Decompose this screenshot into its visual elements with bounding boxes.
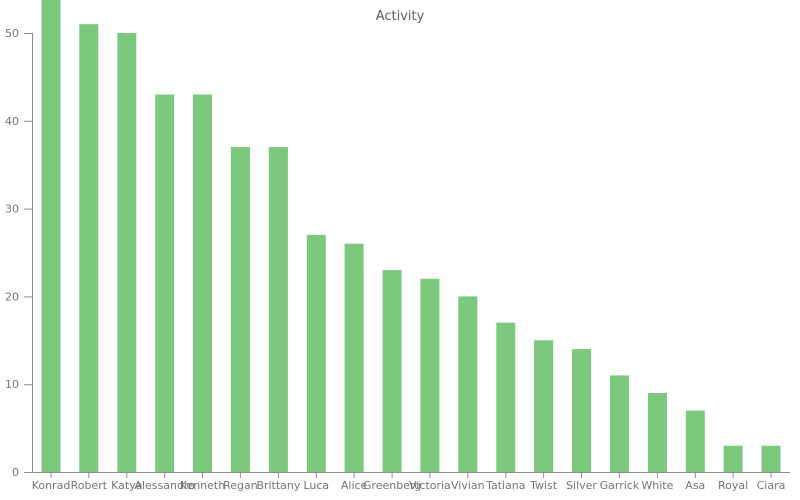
bar-twist — [534, 340, 554, 472]
x-tick-label-luca: Luca — [303, 479, 329, 492]
bar-regan — [230, 147, 250, 472]
bar-luca — [306, 234, 326, 472]
x-tick-label-garrick: Garrick — [600, 479, 640, 492]
bar-royal — [723, 445, 743, 472]
x-tick-label-katya: Katya — [111, 479, 142, 492]
x-tick-label-silver: Silver — [566, 479, 597, 492]
x-tick-label-regan: Regan — [223, 479, 258, 492]
x-tick-label-alice: Alice — [341, 479, 368, 492]
bar-alice — [344, 243, 364, 472]
x-tick-label-kenneth: Kenneth — [180, 479, 225, 492]
bar-robert — [79, 24, 99, 472]
bar-greenberg — [382, 270, 402, 472]
bar-brittany — [268, 147, 288, 472]
bar-katya — [117, 33, 137, 472]
bar-kenneth — [193, 94, 212, 472]
x-tick-label-asa: Asa — [685, 479, 705, 492]
bar-konrad — [41, 0, 61, 473]
x-tick-label-brittany: Brittany — [256, 479, 300, 492]
x-tick-label-royal: Royal — [718, 479, 748, 492]
y-tick-label-0: 0 — [12, 466, 19, 479]
bar-asa — [685, 410, 705, 472]
x-tick-label-tatiana: Tatiana — [485, 479, 525, 492]
bar-vivian — [458, 296, 478, 472]
bar-tatiana — [496, 322, 516, 472]
bar-victoria — [420, 278, 440, 472]
bar-silver — [572, 349, 591, 472]
bar-alessandro — [155, 94, 175, 472]
x-tick-label-alessandro: Alessandro — [134, 479, 195, 492]
x-tick-label-twist: Twist — [529, 479, 558, 492]
x-tick-label-victoria: Victoria — [409, 479, 451, 492]
x-tick-label-robert: Robert — [71, 479, 108, 492]
y-tick-label-40: 40 — [5, 115, 19, 128]
y-tick-label-30: 30 — [5, 203, 19, 216]
y-tick-label-10: 10 — [5, 378, 19, 391]
bar-white — [647, 393, 667, 472]
bar-garrick — [609, 375, 629, 472]
y-tick-label-20: 20 — [5, 290, 19, 303]
x-tick-label-konrad: Konrad — [32, 479, 71, 492]
x-tick-label-ciara: Ciara — [757, 479, 786, 492]
x-tick-label-greenberg: Greenberg — [363, 479, 421, 492]
x-tick-label-white: White — [641, 479, 673, 492]
y-tick-label-50: 50 — [5, 27, 19, 40]
bar-ciara — [761, 445, 781, 472]
x-tick-label-vivian: Vivian — [451, 479, 485, 492]
